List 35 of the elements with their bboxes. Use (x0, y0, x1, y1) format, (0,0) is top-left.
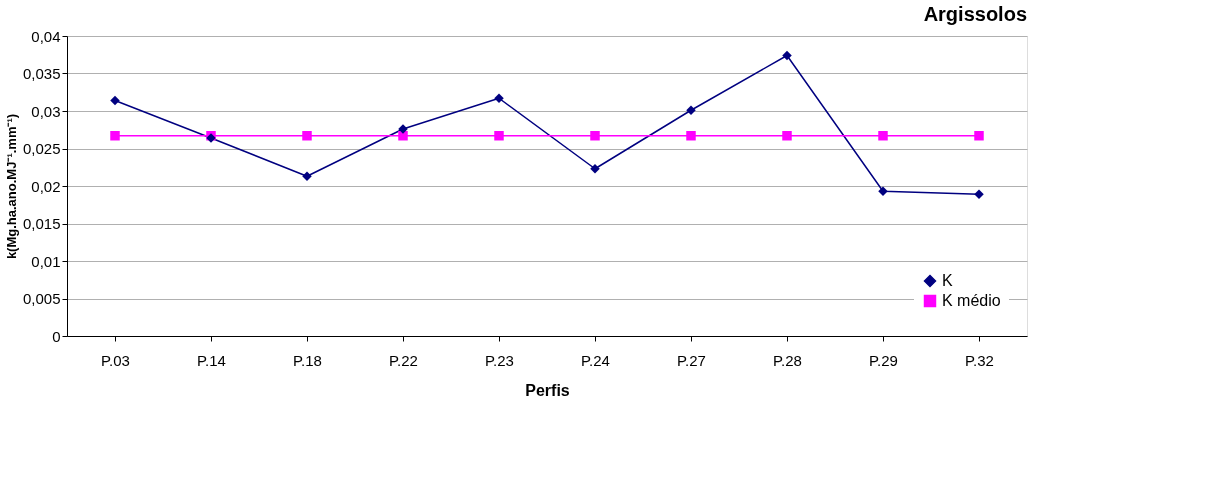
x-tick-label: P.27 (677, 351, 706, 369)
y-axis-title: k(Mg.ha.ano.MJ⁻¹.mm⁻¹) (3, 113, 19, 260)
x-tick-label: P.29 (869, 351, 898, 369)
y-tick-label: 0,005 (22, 290, 61, 307)
y-tick-label: 0,015 (22, 215, 61, 232)
chart-title: Argissolos (923, 3, 1027, 25)
y-tick-label: 0,035 (22, 65, 61, 82)
x-tick-label: P.14 (197, 351, 226, 369)
point (590, 131, 600, 141)
point (494, 131, 504, 141)
point (782, 50, 792, 61)
legend-label: K (942, 272, 953, 289)
point (302, 131, 312, 141)
point (878, 131, 888, 141)
y-tick-label: 0,01 (31, 252, 61, 270)
y-tick-label: 0 (52, 327, 61, 345)
y-tick-label: 0,04 (31, 27, 61, 45)
point (686, 131, 696, 141)
x-tick-label: P.18 (293, 351, 322, 369)
x-tick-label: P.03 (101, 351, 130, 369)
point (110, 95, 120, 106)
point (782, 131, 792, 141)
y-tick-label: 0,025 (22, 140, 61, 157)
x-tick-label: P.24 (581, 351, 610, 369)
x-tick-label: P.32 (965, 351, 994, 369)
x-tick-label: P.23 (485, 351, 514, 369)
x-axis-title: Perfis (525, 381, 570, 399)
x-tick-label: P.22 (389, 351, 418, 369)
point (110, 131, 120, 141)
point (974, 131, 984, 141)
legend-label: K médio (942, 292, 1001, 309)
point (398, 131, 408, 141)
y-tick-label: 0,02 (31, 177, 61, 195)
x-tick-label: P.28 (773, 351, 802, 369)
y-tick-label: 0,03 (31, 102, 61, 120)
